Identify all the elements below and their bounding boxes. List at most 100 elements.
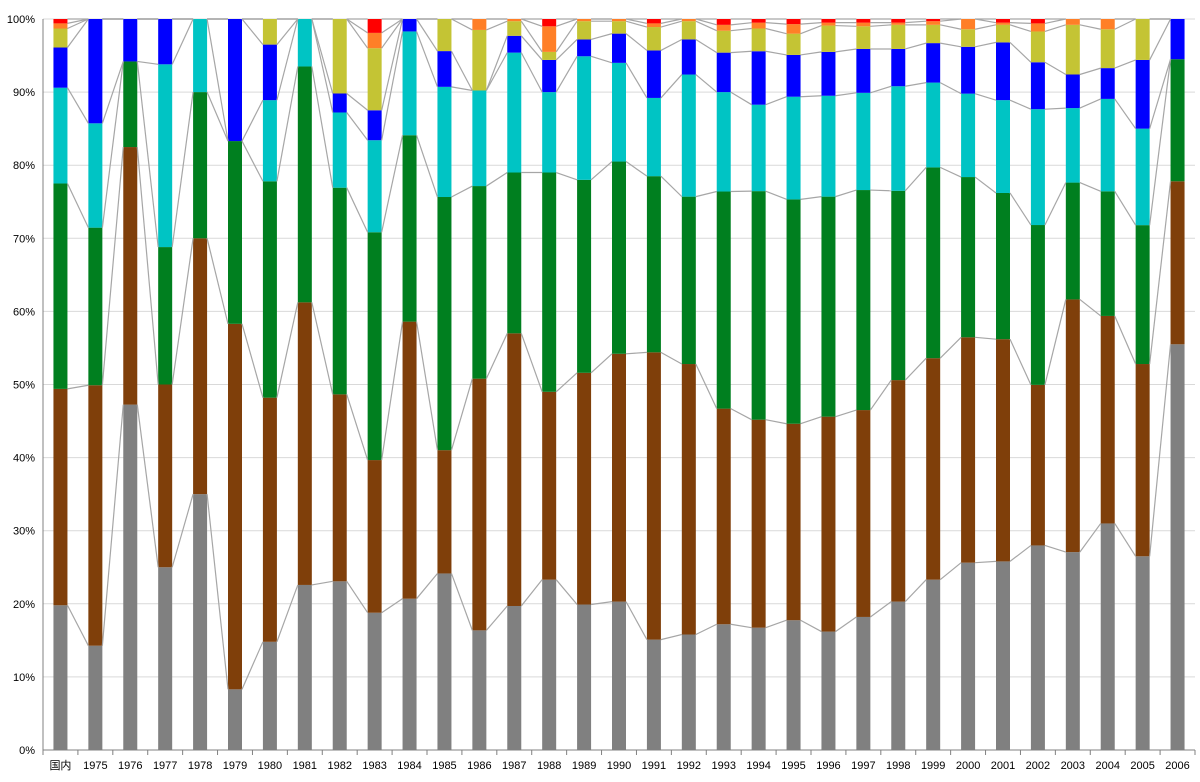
- bar-segment: [88, 385, 103, 646]
- series-connector-line: [346, 394, 369, 461]
- series-connector-line: [695, 190, 717, 198]
- x-tick-labels: 国内 1975 1976 1977 1978 1979 1980 1981 1982 1983 19…: [49, 758, 1189, 772]
- bar-segment: [542, 172, 557, 392]
- bar-segment: [367, 48, 382, 111]
- x-tick-label: 1981: [293, 760, 317, 772]
- bar-segment: [1065, 74, 1080, 109]
- series-connector-line: [485, 605, 508, 631]
- bar-segment: [53, 47, 68, 88]
- series-connector-line: [381, 598, 403, 614]
- series-connector-line: [276, 302, 299, 398]
- x-tick-label: 1987: [502, 760, 526, 772]
- series-connector-line: [695, 363, 718, 409]
- bar-segment: [961, 29, 976, 47]
- series-connector-line: [660, 38, 683, 51]
- bar-segment: [437, 197, 452, 451]
- series-connector-line: [241, 18, 264, 45]
- bar-segment: [228, 689, 242, 750]
- bar-segment: [612, 21, 626, 34]
- x-tick-label: 1992: [677, 760, 701, 772]
- bar-segment: [751, 22, 766, 29]
- y-tick-label: 50%: [13, 380, 35, 392]
- bar-segment: [367, 140, 382, 233]
- series-connector-line: [660, 18, 682, 24]
- series-connector-line: [101, 61, 124, 124]
- bar-segment: [542, 92, 557, 173]
- bar-segment: [646, 50, 661, 98]
- x-tick-label: 1976: [118, 760, 142, 772]
- bar-segment: [821, 196, 836, 417]
- bar-segment: [996, 42, 1010, 101]
- bar-segment: [1030, 545, 1045, 750]
- bar-segment: [786, 423, 801, 621]
- y-tick-label: 40%: [13, 453, 35, 465]
- bar-segment: [891, 48, 906, 87]
- series-connector-line: [276, 18, 299, 45]
- bar-segment: [228, 141, 242, 324]
- bar-segment: [926, 19, 941, 22]
- bar-segment: [716, 24, 731, 31]
- bar-segment: [507, 605, 522, 750]
- bar-segment: [926, 358, 941, 580]
- bar-segment: [821, 51, 836, 96]
- bar-segment: [367, 460, 382, 613]
- series-connector-line: [346, 187, 369, 233]
- series-connector-line: [1149, 59, 1172, 226]
- series-connector-line: [1079, 523, 1102, 553]
- bar-segment: [716, 19, 731, 25]
- bar-segment: [472, 90, 487, 187]
- bar-segment: [1065, 19, 1080, 25]
- bar-segment: [821, 631, 836, 750]
- bar-segment: [996, 24, 1010, 43]
- series-connector-line: [171, 92, 194, 248]
- bar-segment: [332, 581, 347, 750]
- x-tick-label: 1985: [432, 760, 456, 772]
- x-tick-label: 1984: [397, 760, 421, 772]
- series-connector-line: [381, 135, 404, 233]
- series-connector-line: [415, 31, 439, 88]
- bar-segment: [88, 227, 103, 386]
- series-connector-line: [520, 35, 543, 61]
- series-connector-line: [591, 601, 613, 606]
- bar-segment: [437, 450, 452, 574]
- series-connector-line: [241, 140, 264, 182]
- bar-segment: [577, 604, 592, 750]
- series-connector-line: [800, 22, 822, 25]
- series-connector-line: [625, 351, 647, 355]
- series-connector-line: [1114, 18, 1136, 30]
- bar-segment: [1065, 24, 1080, 75]
- bar-segment: [542, 51, 557, 60]
- bar-segment: [297, 302, 312, 585]
- series-connector-line: [730, 22, 752, 26]
- x-tick-label: 1975: [83, 760, 107, 772]
- bar-segment: [646, 176, 661, 353]
- bar-segment: [961, 93, 976, 178]
- series-connector-line: [1009, 99, 1032, 110]
- x-tick-label: 2001: [991, 760, 1015, 772]
- series-connector-line: [730, 408, 752, 421]
- bar-segment: [542, 26, 557, 52]
- bar-segment: [1135, 364, 1150, 557]
- bar-segment: [646, 352, 661, 640]
- series-connector-line: [101, 404, 124, 646]
- bar-segment: [507, 52, 522, 173]
- bar-segment: [1170, 344, 1185, 750]
- series-connector-line: [555, 18, 578, 27]
- bar-segment: [193, 19, 208, 93]
- series-connector-line: [101, 146, 124, 386]
- bar-segment: [786, 33, 801, 55]
- series-connector-line: [730, 50, 752, 54]
- bar-segment: [891, 86, 906, 191]
- bar-segment: [577, 19, 592, 22]
- series-connector-line: [276, 584, 299, 643]
- bar-segment: [646, 23, 661, 28]
- bar-segment: [367, 19, 382, 33]
- bar-segment: [262, 641, 277, 750]
- series-connector-line: [1044, 18, 1066, 24]
- series-connector-line: [1044, 61, 1067, 76]
- series-connector-line: [730, 91, 752, 106]
- bar-segment: [1065, 108, 1080, 183]
- bar-segment: [193, 238, 208, 495]
- bar-segment: [856, 19, 871, 23]
- series-connector-line: [590, 353, 613, 374]
